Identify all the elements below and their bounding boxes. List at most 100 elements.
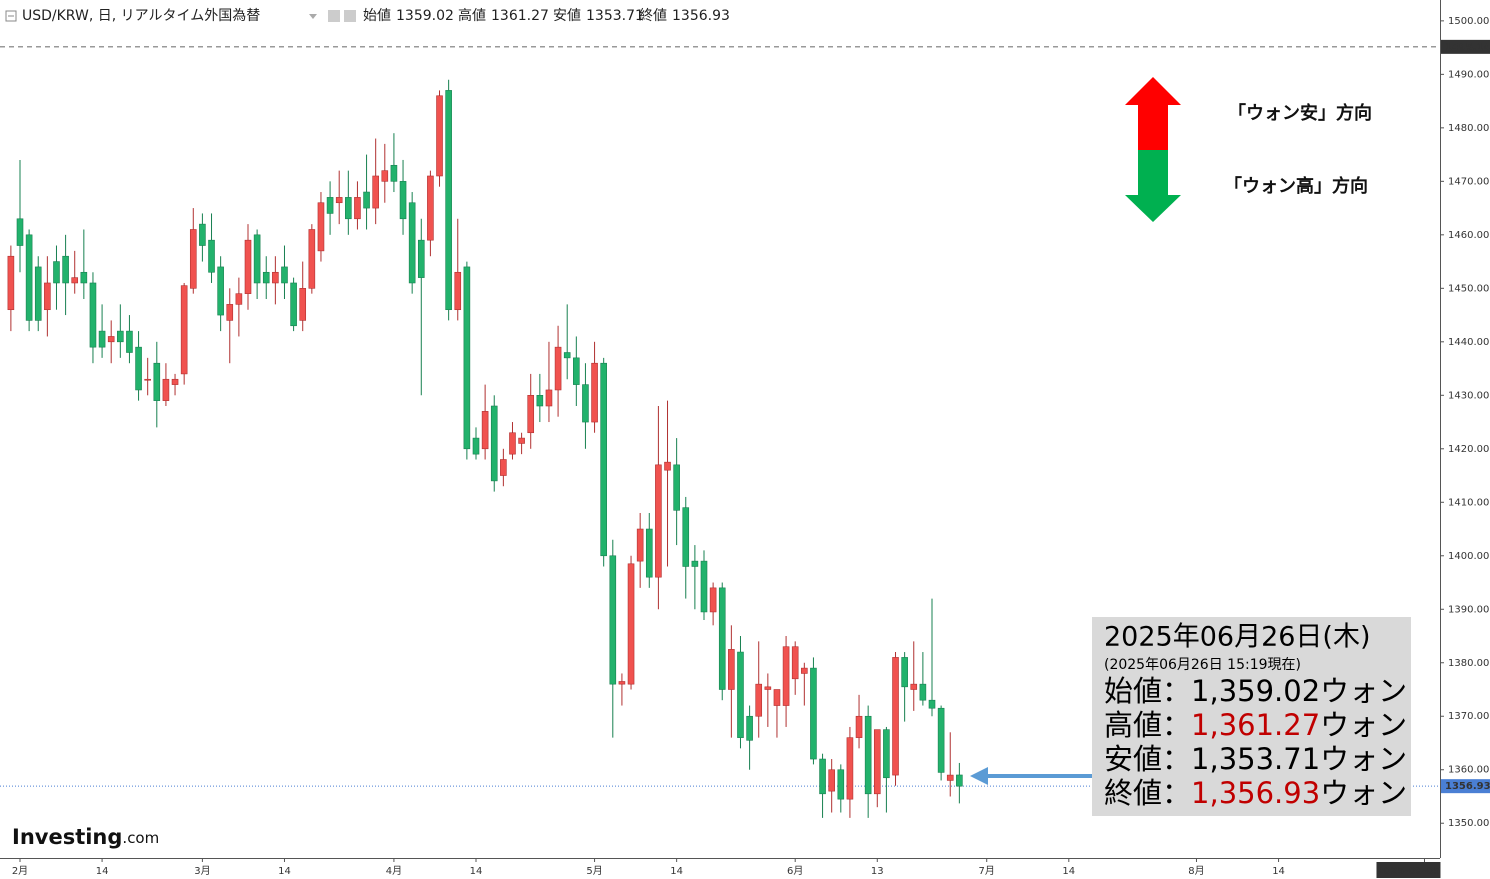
eye-icon[interactable] (328, 10, 340, 22)
candle-body (89, 282, 97, 348)
header-label: 高値 (458, 7, 486, 24)
y-tick-label: 1370.00 (1448, 711, 1489, 722)
candle-body (618, 681, 626, 685)
x-tick-label: 2月 (12, 865, 28, 877)
x-tick-label: 5月 (586, 865, 602, 877)
info-row: 始値：1,359.02ウォン (1104, 674, 1407, 708)
candle-body (728, 649, 735, 690)
candle-body (71, 277, 79, 284)
candle-body (718, 587, 726, 690)
candle-body (481, 411, 489, 450)
down-annotation: 「ウォン高」方向 (1224, 175, 1368, 197)
up-arrow (1125, 77, 1181, 150)
candle-body (664, 461, 671, 471)
candle-body (135, 346, 142, 391)
candle-body (928, 699, 936, 709)
x-tick-label: 2025-09-05 (1376, 866, 1440, 877)
info-row: 終値：1,356.93ウォン (1104, 776, 1407, 810)
x-tick-label: 14 (1272, 866, 1285, 877)
candle-body (591, 362, 598, 423)
candle-body (536, 395, 544, 407)
last-price-label: 1356.93 (1445, 781, 1490, 792)
candle-body (44, 282, 51, 311)
x-tick-label: 14 (670, 866, 683, 877)
dropdown-caret[interactable] (309, 14, 317, 19)
header-value: 1353.71 (586, 8, 644, 24)
candle-body (399, 181, 407, 220)
candle-body (582, 384, 589, 423)
candle-body (563, 352, 571, 359)
info-value: 1,361.27 (1191, 708, 1320, 742)
candle-body (673, 464, 680, 511)
candle-body (62, 255, 69, 284)
candle-body (700, 560, 708, 613)
candle-body (80, 271, 88, 284)
candle-body (645, 528, 653, 578)
collapse-icon[interactable] (5, 10, 17, 22)
x-tick-label: 6月 (787, 865, 803, 877)
x-tick-label: 8月 (1188, 865, 1204, 877)
candle-body (335, 197, 343, 204)
candle-body (117, 330, 124, 343)
candle-body (272, 271, 279, 284)
candle-body (34, 266, 42, 321)
candle-body (53, 261, 60, 284)
x-tick-label: 14 (1062, 866, 1075, 877)
x-tick-label: 3月 (194, 865, 210, 877)
candle-body (390, 164, 398, 182)
candle-body (937, 707, 945, 773)
candle-body (837, 769, 845, 800)
y-tick-label: 1480.00 (1448, 123, 1489, 134)
plot-area (0, 46, 1440, 818)
candle-body (709, 587, 717, 613)
candle-body (518, 437, 525, 444)
info-label: 終値 (1104, 776, 1162, 810)
candle-body (892, 657, 899, 776)
info-unit: ウォン (1320, 742, 1407, 776)
y-tick-label: 1420.00 (1448, 444, 1489, 455)
candle-body (317, 202, 325, 252)
candle-body (189, 229, 197, 289)
down-arrow (1125, 150, 1181, 222)
info-value: 1,356.93 (1191, 776, 1320, 810)
candle-body (609, 555, 617, 685)
candle-body (126, 330, 133, 353)
settings-icon[interactable] (344, 10, 356, 22)
candle-body (436, 95, 443, 177)
candle-body (180, 285, 188, 375)
header-value: 1356.93 (672, 8, 730, 24)
candle-body (226, 304, 234, 321)
candle-body (208, 239, 215, 273)
candle-body (299, 288, 307, 321)
y-tick-label: 1470.00 (1448, 176, 1489, 187)
candle-body (600, 362, 607, 557)
logo: Investing.com (12, 825, 159, 849)
candle-body (956, 774, 963, 787)
y-tick-label: 1440.00 (1448, 337, 1489, 348)
info-label: 安値 (1104, 742, 1162, 776)
header-value: 1359.02 (396, 8, 454, 24)
candle-body (490, 405, 498, 482)
candle-body (883, 729, 890, 779)
y-tick-label: 1400.00 (1448, 551, 1489, 562)
info-time: (2025年06月26日 15:19現在) (1104, 657, 1301, 673)
info-unit: ウォン (1320, 674, 1407, 708)
candle-body (573, 357, 580, 385)
candle-body (199, 223, 206, 246)
x-tick-label: 14 (278, 866, 291, 877)
candle-body (253, 234, 261, 284)
candle-body (810, 667, 817, 760)
candle-body (98, 330, 106, 348)
candle-body (363, 191, 370, 209)
y-tick-label: 1390.00 (1448, 604, 1489, 615)
candle-body (627, 563, 635, 685)
candle-body (281, 266, 288, 284)
info-label: 高値 (1104, 708, 1162, 742)
candle-body (855, 715, 863, 738)
info-separator: ： (1162, 742, 1191, 776)
candle-body (500, 459, 507, 476)
y-tick-label: 1410.00 (1448, 497, 1489, 508)
candle-body (527, 395, 535, 434)
candle-body (290, 282, 297, 327)
